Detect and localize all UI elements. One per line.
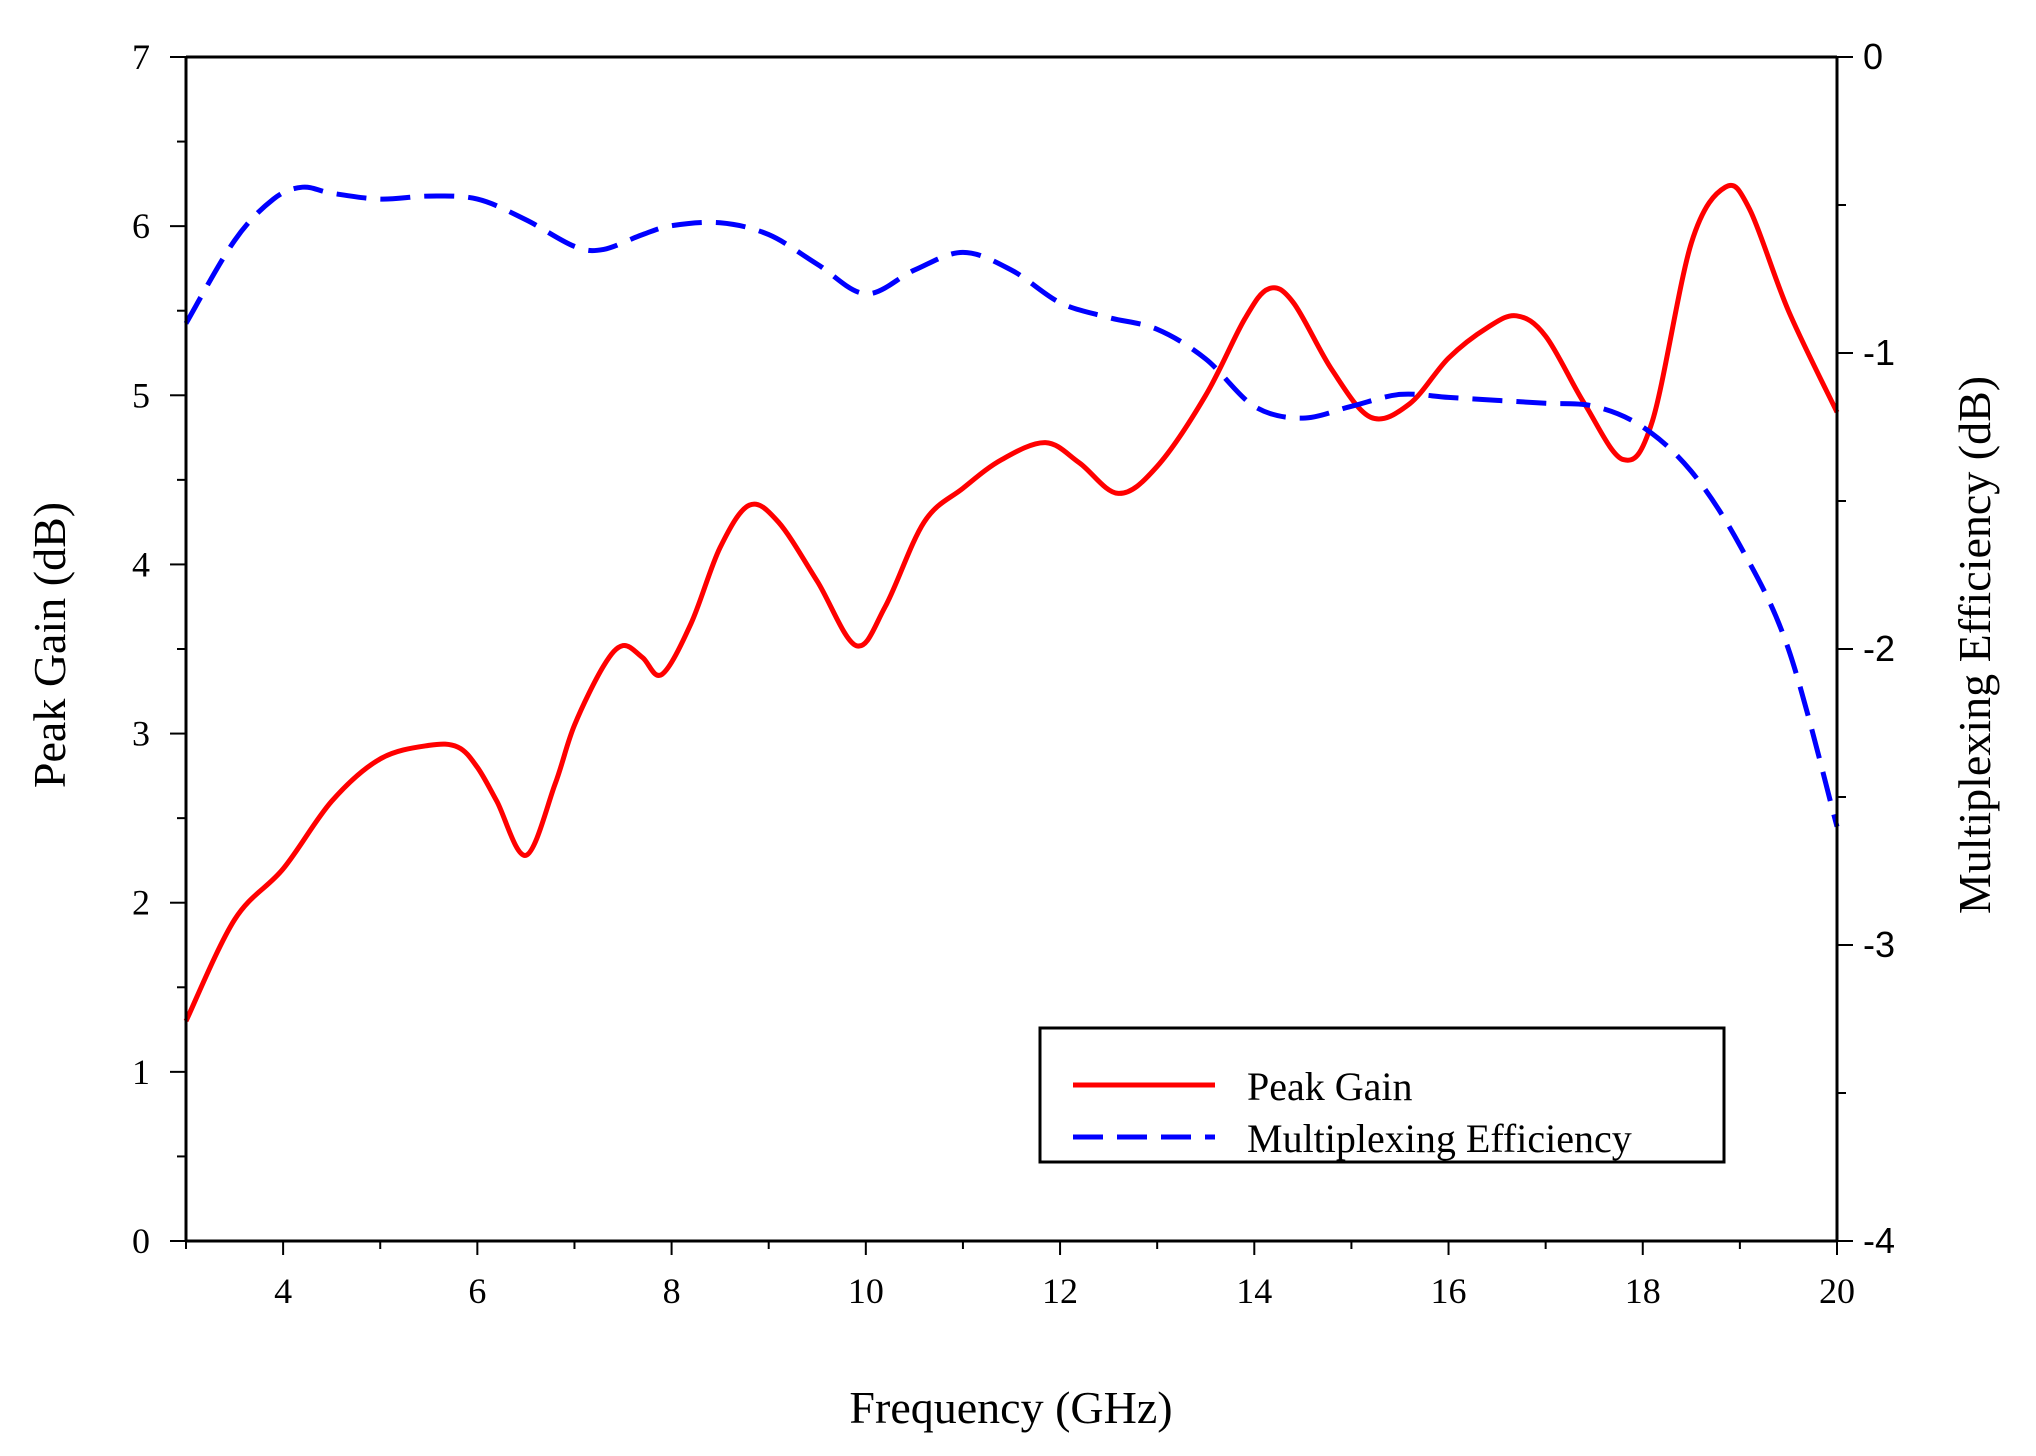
legend-label-peak-gain: Peak Gain: [1247, 1064, 1413, 1109]
x-tick-label: 18: [1625, 1271, 1661, 1311]
y-right-tick-label: -3: [1863, 924, 1895, 965]
y-left-tick-label: 6: [132, 206, 150, 246]
y-left-tick-label: 3: [132, 714, 150, 754]
x-tick-label: 12: [1042, 1271, 1078, 1311]
y-left-tick-label: 0: [132, 1221, 150, 1261]
series-line-multiplexing-efficiency: [183, 184, 1840, 828]
plot-lines: [183, 182, 1840, 1023]
x-tick-label: 8: [663, 1271, 681, 1311]
x-tick-label: 10: [848, 1271, 884, 1311]
y-left-tick-label: 1: [132, 1052, 150, 1092]
x-tick-label: 20: [1819, 1271, 1855, 1311]
x-tick-label: 6: [468, 1271, 486, 1311]
y-axis-label-right: Multiplexing Efficiency (dB): [1949, 376, 2000, 914]
y-right-tick-label: -4: [1863, 1220, 1895, 1261]
x-tick-label: 14: [1236, 1271, 1272, 1311]
x-axis-label: Frequency (GHz): [849, 1382, 1172, 1433]
y-left-tick-label: 2: [132, 883, 150, 923]
y-right-tick-label: 0: [1863, 36, 1883, 77]
x-tick-label: 16: [1431, 1271, 1467, 1311]
y-left-tick-label: 4: [132, 544, 150, 584]
legend-label-multiplexing-efficiency: Multiplexing Efficiency: [1247, 1116, 1632, 1161]
legend-box: [1038, 1026, 1726, 1164]
x-tick-label: 4: [274, 1271, 292, 1311]
series-line-peak-gain: [183, 182, 1840, 1023]
y-left-tick-label: 7: [132, 37, 150, 77]
y-right-tick-label: -1: [1863, 332, 1895, 373]
y-axis-label-left: Peak Gain (dB): [24, 502, 75, 788]
y-left-tick-label: 5: [132, 375, 150, 415]
legend: Peak Gain Multiplexing Efficiency: [1038, 1026, 1726, 1164]
y-right-tick-label: -2: [1863, 628, 1895, 669]
